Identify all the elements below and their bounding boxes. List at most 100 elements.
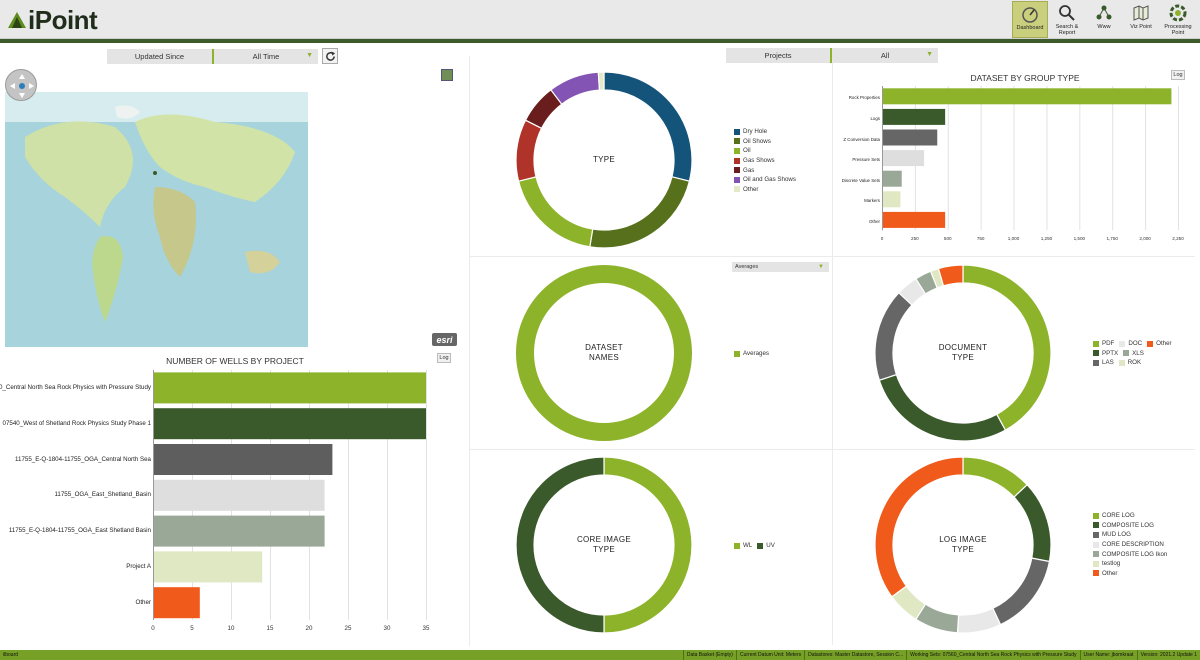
nav-label: Processing Point xyxy=(1164,24,1192,36)
legend-swatch xyxy=(1093,512,1099,519)
document-type-center-label: DOCUMENT TYPE xyxy=(919,343,1007,363)
legend-item-gas[interactable]: Gas xyxy=(734,165,796,175)
basemap-toggle-icon[interactable] xyxy=(441,69,453,81)
legend-swatch xyxy=(734,128,740,135)
slice-other[interactable] xyxy=(875,457,964,598)
category-label: 07560_Central North Sea Rock Physics wit… xyxy=(0,383,151,391)
document-type-donut-chart xyxy=(875,265,1051,441)
legend-swatch xyxy=(734,542,740,549)
world-map[interactable] xyxy=(5,92,308,347)
chevron-down-icon: ▼ xyxy=(306,52,313,59)
bar-other[interactable] xyxy=(882,211,946,228)
x-tick-label: 750 xyxy=(976,236,985,242)
bar-pressure-sets[interactable] xyxy=(882,150,925,167)
dashboard-icon xyxy=(1020,4,1040,24)
nav-dashboard[interactable]: Dashboard xyxy=(1012,1,1048,38)
logo-icon xyxy=(8,12,26,28)
slice-oil-and-gas-shows[interactable] xyxy=(550,72,601,106)
category-label: Project A xyxy=(126,562,151,570)
nav-search-report[interactable]: Search & Report xyxy=(1049,1,1085,38)
center-label-line2: TYPE xyxy=(951,353,975,362)
status-item[interactable]: Version: 2021.2 Update 1 xyxy=(1136,650,1200,660)
slice-uv[interactable] xyxy=(516,457,605,633)
refresh-button[interactable] xyxy=(322,48,338,64)
wells-log-toggle[interactable]: Log xyxy=(437,353,451,363)
map-pan-control[interactable] xyxy=(5,69,37,101)
category-label: Discrete Value Sets xyxy=(841,177,880,183)
legend-item-wl[interactable]: WL xyxy=(734,542,752,549)
slice-oil[interactable] xyxy=(517,176,594,248)
legend-item-oil[interactable]: Oil xyxy=(734,146,796,156)
bar-z-conversion-data[interactable] xyxy=(882,129,938,146)
status-item[interactable]: Datastores: Master Datastore, Session C.… xyxy=(804,650,906,660)
slice-pptx[interactable] xyxy=(878,373,1007,441)
legend-item-oil-shows[interactable]: Oil Shows xyxy=(734,137,796,147)
legend-swatch xyxy=(1093,350,1099,357)
projects-select[interactable]: All ▼ xyxy=(832,48,938,63)
legend-item-averages[interactable]: Averages xyxy=(734,349,769,359)
bar-markers[interactable] xyxy=(882,191,901,208)
slice-gas-shows[interactable] xyxy=(516,119,543,182)
log-image-center-label: LOG IMAGE TYPE xyxy=(919,535,1007,555)
legend-item-rok[interactable]: ROK xyxy=(1118,359,1141,366)
bar-11755-oga-east-shetland-basin[interactable] xyxy=(153,479,325,511)
legend-item-mud-log[interactable]: MUD LOG xyxy=(1093,530,1167,540)
status-item[interactable]: Current Datum Unit: Meters xyxy=(735,650,804,660)
nav-label: Www xyxy=(1097,24,1111,30)
slice-other[interactable] xyxy=(597,72,605,91)
legend-item-composite-log-ikon[interactable]: COMPOSITE LOG Ikon xyxy=(1093,549,1167,559)
legend-item-doc[interactable]: DOC xyxy=(1119,340,1142,347)
status-item[interactable]: Data Basket (Empty) xyxy=(682,650,736,660)
slice-las[interactable] xyxy=(875,291,913,381)
slice-oil-shows[interactable] xyxy=(589,176,691,248)
legend-item-xls[interactable]: XLS xyxy=(1123,350,1144,357)
center-label-line1: DATASET xyxy=(585,343,623,352)
bar-other[interactable] xyxy=(153,587,200,619)
legend-label: WL xyxy=(743,542,753,550)
nav-viz-point[interactable]: Viz Point xyxy=(1123,1,1159,38)
legend-item-other[interactable]: Other xyxy=(1093,569,1167,579)
updated-since-label: Updated Since xyxy=(107,49,214,64)
nav-label: Search & Report xyxy=(1055,24,1079,36)
panel-divider xyxy=(469,56,470,646)
legend-item-dry-hole[interactable]: Dry Hole xyxy=(734,127,796,137)
bar-logs[interactable] xyxy=(882,108,946,125)
legend-item-uv[interactable]: UV xyxy=(757,542,775,549)
legend-item-testlog[interactable]: testlog xyxy=(1093,559,1167,569)
legend-item-core-log[interactable]: CORE LOG xyxy=(1093,511,1167,521)
legend-item-composite-log[interactable]: COMPOSITE LOG xyxy=(1093,521,1167,531)
slice-mud-log[interactable] xyxy=(992,557,1051,626)
dataset-names-select[interactable]: Averages ▼ xyxy=(732,262,829,272)
bar-07540-west-of-shetland-rock-physics-study-phase-1[interactable] xyxy=(153,408,426,440)
bar-rock-properties[interactable] xyxy=(882,88,1172,105)
status-item[interactable]: User Name: jbomkraat xyxy=(1079,650,1137,660)
legend-item-pptx[interactable]: PPTX xyxy=(1093,350,1118,357)
nav-www[interactable]: Www xyxy=(1086,1,1122,38)
legend-item-core-description[interactable]: CORE DESCRIPTION xyxy=(1093,540,1167,550)
legend-item-gas-shows[interactable]: Gas Shows xyxy=(734,156,796,166)
legend-item-las[interactable]: LAS xyxy=(1093,359,1114,366)
slice-composite-log[interactable] xyxy=(1013,483,1051,563)
legend-item-other[interactable]: Other xyxy=(1147,340,1172,347)
x-tick-label: 25 xyxy=(344,624,352,632)
bar-07560-central-north-sea-rock-physics-with-pressure-study[interactable] xyxy=(153,372,426,404)
chevron-down-icon: ▼ xyxy=(818,264,824,270)
main-nav: Dashboard Search & Report Www Viz Point … xyxy=(1011,1,1196,38)
group-type-log-toggle[interactable]: Log xyxy=(1171,70,1185,80)
legend-item-other[interactable]: Other xyxy=(734,185,796,195)
bar-project-a[interactable] xyxy=(153,551,263,583)
slice-core-description[interactable] xyxy=(956,607,1002,633)
x-tick-label: 1,750 xyxy=(1106,236,1118,242)
bar-11755-e-q-1804-11755-oga-central-north-sea[interactable] xyxy=(153,444,333,475)
slice-other[interactable] xyxy=(937,265,964,287)
slice-core-log[interactable] xyxy=(962,457,1028,498)
wells-chart-title: NUMBER OF WELLS BY PROJECT xyxy=(166,356,304,366)
bar-discrete-value-sets[interactable] xyxy=(882,170,902,187)
updated-since-select[interactable]: All Time ▼ xyxy=(214,49,318,64)
nav-processing-point[interactable]: Processing Point xyxy=(1160,1,1196,38)
bar-11755-e-q-1804-11755-oga-east-shetland-basin[interactable] xyxy=(153,515,325,547)
status-item[interactable]: Working Sets: 07560_Central North Sea Ro… xyxy=(906,650,1079,660)
legend-item-pdf[interactable]: PDF xyxy=(1093,340,1114,347)
category-label: Logs xyxy=(870,115,880,121)
legend-item-oil-and-gas-shows[interactable]: Oil and Gas Shows xyxy=(734,175,796,185)
